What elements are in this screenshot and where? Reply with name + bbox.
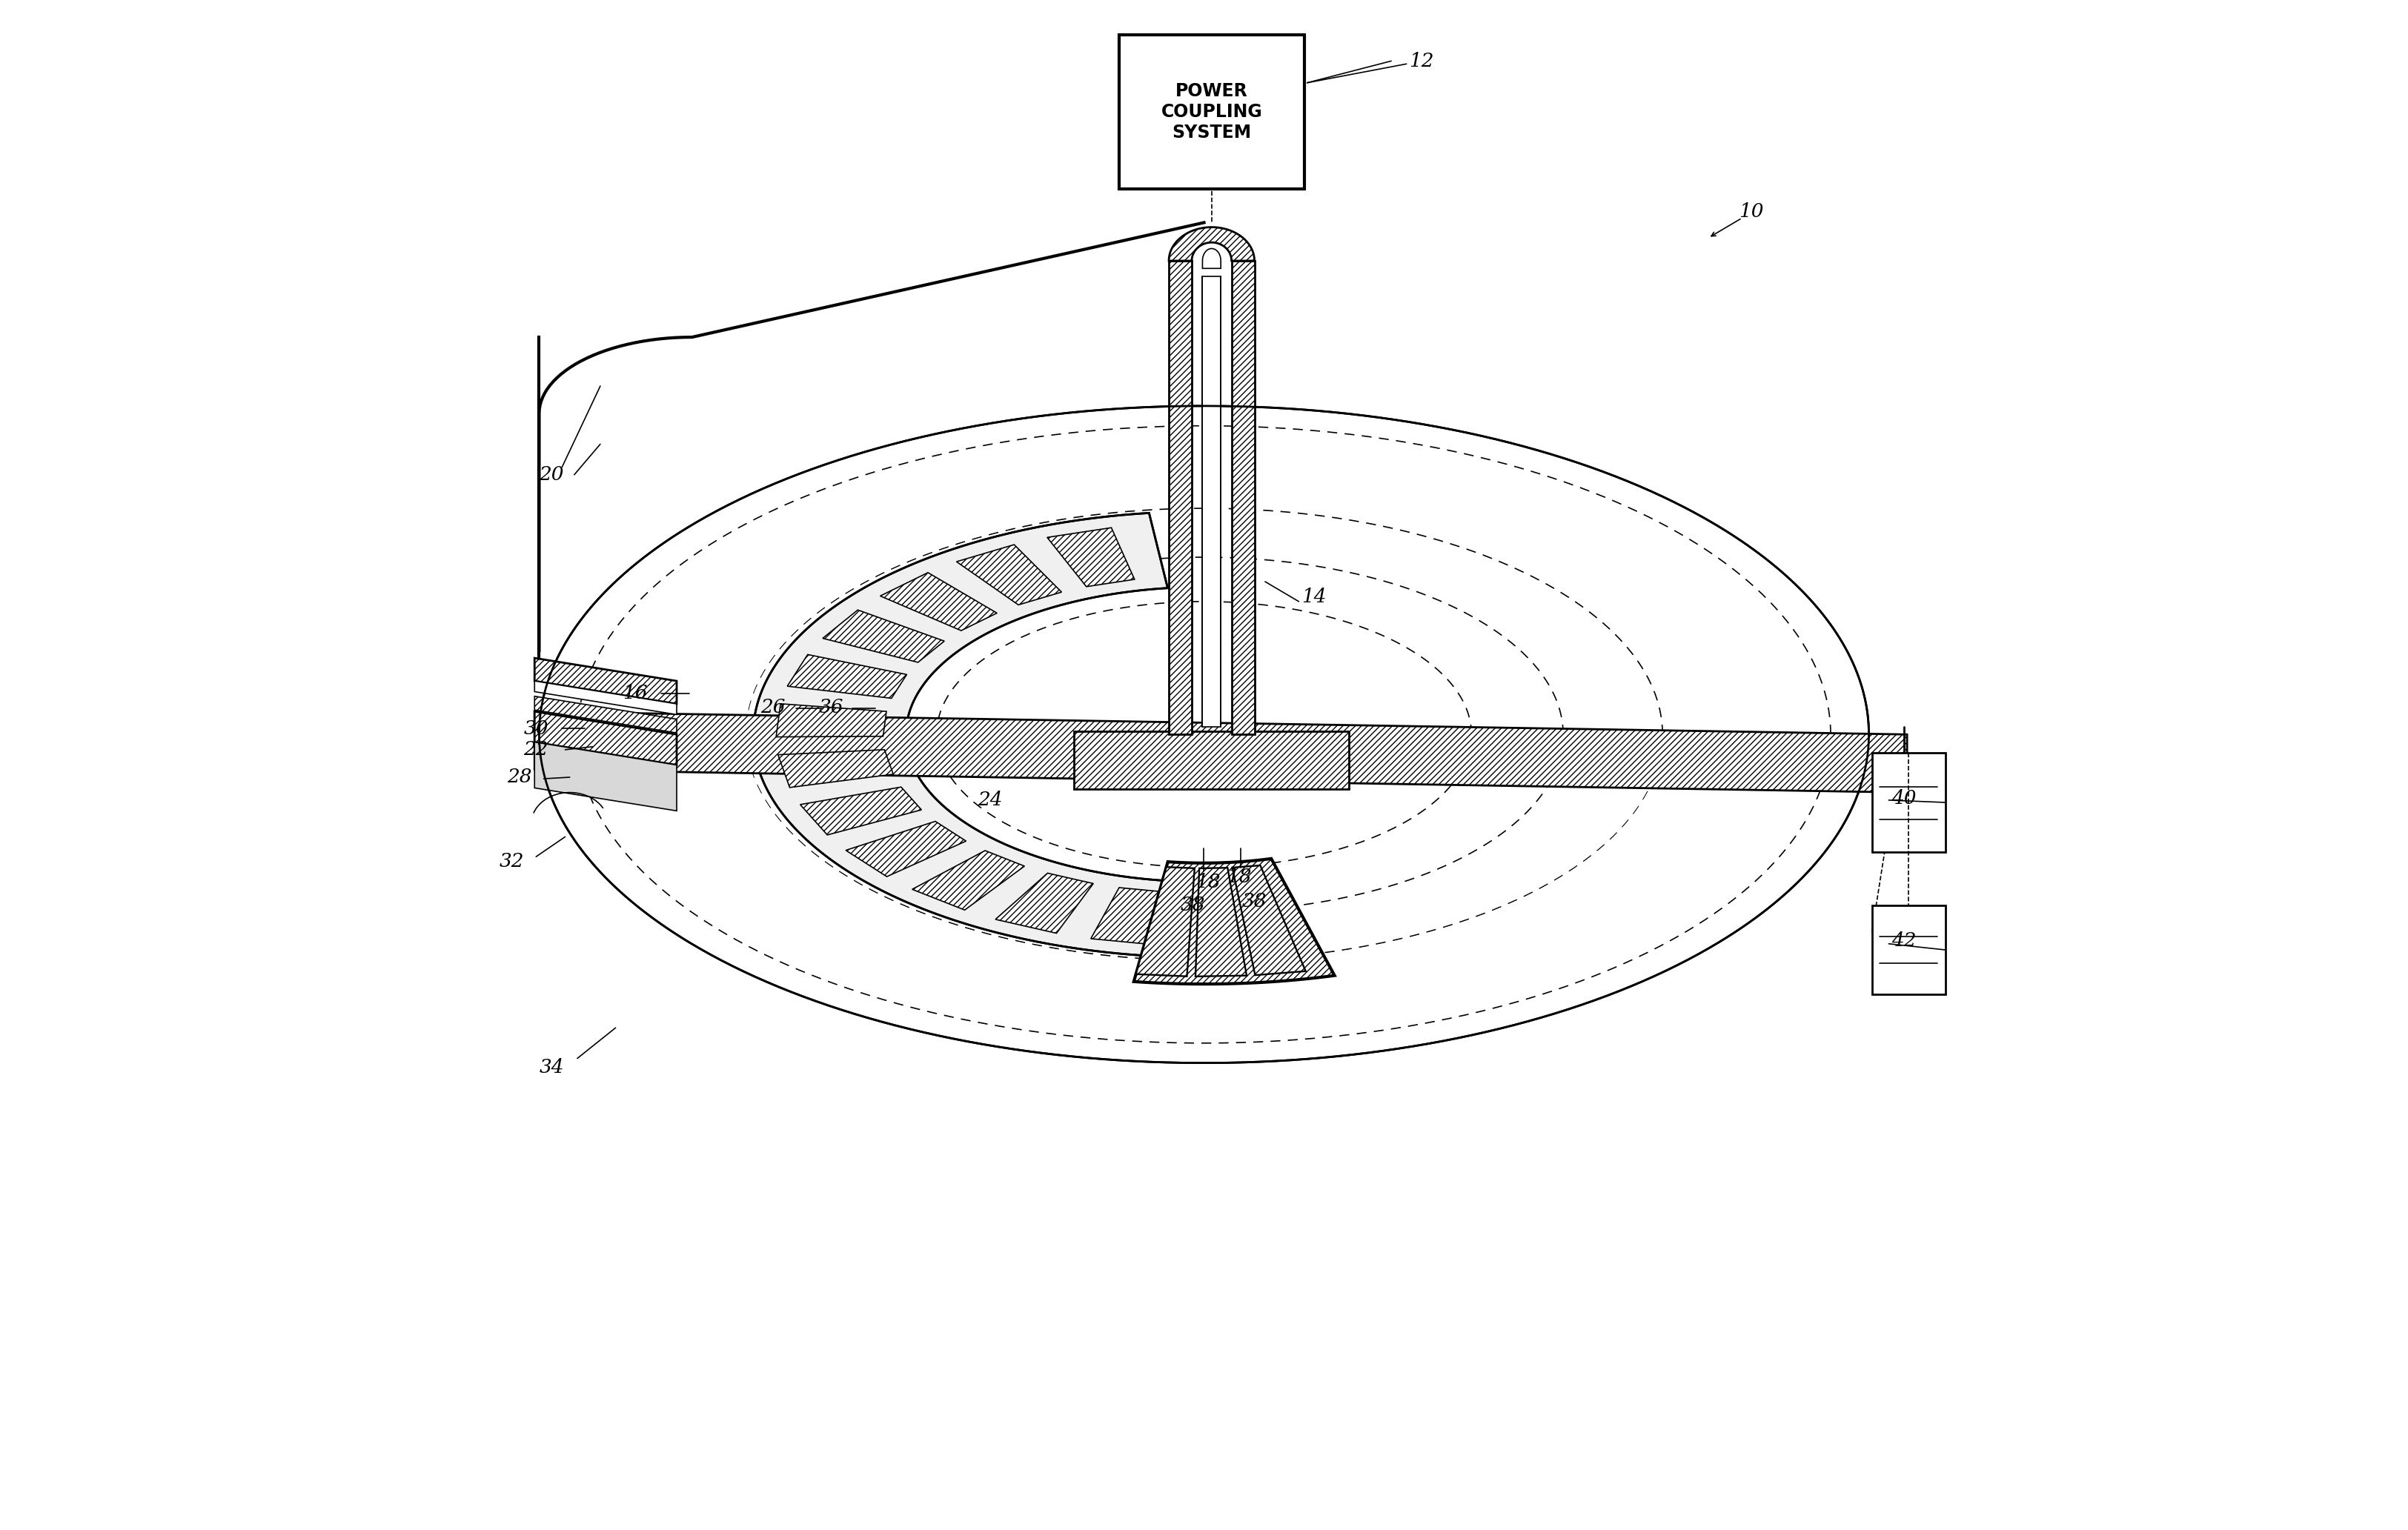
Polygon shape bbox=[1047, 528, 1134, 586]
Polygon shape bbox=[1137, 868, 1194, 976]
Polygon shape bbox=[535, 658, 677, 704]
Polygon shape bbox=[1168, 260, 1192, 734]
Text: 38: 38 bbox=[1180, 897, 1204, 915]
Text: 24: 24 bbox=[978, 791, 1002, 809]
Polygon shape bbox=[1202, 275, 1221, 727]
Text: 42: 42 bbox=[1893, 932, 1917, 950]
Polygon shape bbox=[913, 851, 1023, 910]
Text: 40: 40 bbox=[1893, 789, 1917, 808]
Polygon shape bbox=[845, 822, 966, 877]
Text: 34: 34 bbox=[539, 1059, 563, 1077]
Text: 16: 16 bbox=[624, 684, 648, 702]
FancyBboxPatch shape bbox=[1120, 35, 1305, 190]
Polygon shape bbox=[535, 681, 677, 715]
Polygon shape bbox=[775, 704, 886, 737]
Bar bbox=[1871, 753, 1946, 852]
Text: 14: 14 bbox=[1303, 588, 1327, 606]
Polygon shape bbox=[787, 655, 908, 698]
Polygon shape bbox=[535, 711, 1907, 793]
Polygon shape bbox=[881, 572, 997, 630]
Polygon shape bbox=[995, 874, 1093, 933]
Polygon shape bbox=[1134, 858, 1334, 984]
Polygon shape bbox=[956, 545, 1062, 604]
Polygon shape bbox=[1322, 754, 1820, 1030]
Polygon shape bbox=[754, 513, 1267, 958]
Text: 18: 18 bbox=[1194, 874, 1221, 892]
Polygon shape bbox=[1091, 887, 1168, 946]
Polygon shape bbox=[585, 457, 1086, 1030]
Polygon shape bbox=[1233, 866, 1305, 975]
Polygon shape bbox=[1202, 248, 1221, 268]
Text: 12: 12 bbox=[1409, 52, 1435, 70]
Text: POWER
COUPLING
SYSTEM: POWER COUPLING SYSTEM bbox=[1161, 83, 1262, 141]
Polygon shape bbox=[1074, 731, 1348, 789]
Text: 22: 22 bbox=[523, 741, 549, 759]
Text: 38: 38 bbox=[1243, 892, 1267, 910]
Text: 20: 20 bbox=[539, 465, 563, 483]
Polygon shape bbox=[535, 711, 677, 765]
Text: 10: 10 bbox=[1739, 202, 1763, 222]
Text: 18: 18 bbox=[1228, 868, 1252, 886]
Polygon shape bbox=[535, 742, 677, 811]
Polygon shape bbox=[535, 696, 677, 733]
Polygon shape bbox=[778, 750, 893, 788]
Text: 36: 36 bbox=[819, 698, 843, 716]
Polygon shape bbox=[1192, 892, 1259, 946]
Polygon shape bbox=[1230, 260, 1255, 734]
Text: 26: 26 bbox=[761, 698, 785, 716]
Polygon shape bbox=[1194, 868, 1247, 976]
Text: 28: 28 bbox=[506, 768, 532, 786]
Polygon shape bbox=[1168, 226, 1255, 260]
Polygon shape bbox=[824, 610, 944, 662]
Text: 30: 30 bbox=[523, 719, 549, 737]
Bar bbox=[1871, 906, 1946, 995]
Text: 32: 32 bbox=[498, 852, 525, 871]
Polygon shape bbox=[799, 786, 922, 835]
